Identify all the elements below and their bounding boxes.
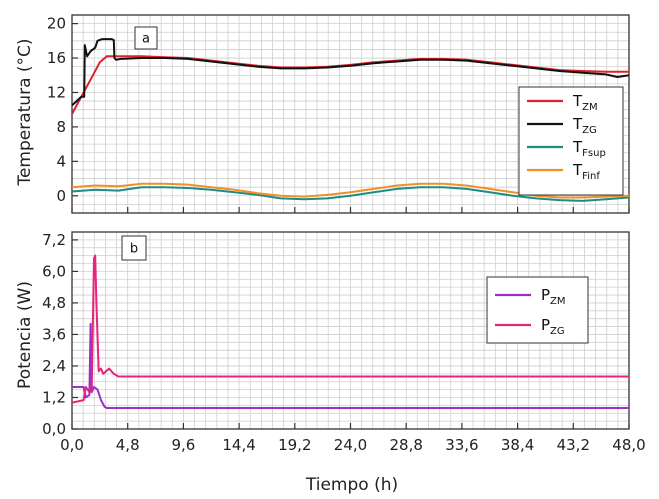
x-tick-label: 48,0	[612, 436, 645, 454]
x-tick-label: 24,0	[334, 436, 367, 454]
y-tick-label: 7,2	[42, 231, 66, 249]
y-tick-label: 2,4	[42, 357, 66, 375]
series-line-t-zg	[71, 38, 630, 107]
y-tick-label: 12	[47, 83, 66, 101]
y-tick-label: 1,2	[42, 388, 66, 406]
x-tick-label: 4,8	[116, 436, 140, 454]
panel-label-box	[121, 235, 147, 261]
x-tick-label: 43,2	[557, 436, 590, 454]
legend-box	[518, 86, 624, 196]
x-tick-label: 38,4	[501, 436, 534, 454]
y-tick-label: 3,6	[42, 325, 66, 343]
panel-label-box	[134, 26, 158, 50]
series-line-p-zg	[71, 254, 629, 404]
y-tick-label: 16	[47, 49, 66, 67]
series-line-t-fsup	[71, 186, 630, 202]
x-tick-label: 19,2	[278, 436, 311, 454]
panel-label: a	[142, 32, 150, 47]
y-tick-label: 0,0	[42, 420, 66, 438]
panel-label: b	[130, 242, 138, 257]
y-tick-label: 4,8	[42, 294, 66, 312]
x-tick-label: 14,4	[222, 436, 255, 454]
x-axis-label-time: Tiempo (h)	[305, 475, 398, 495]
legend-box	[486, 276, 589, 344]
y-tick-label: 20	[47, 15, 66, 33]
y-tick-label: 4	[56, 152, 66, 170]
y-tick-label: 0	[56, 187, 66, 205]
series-line-p-zm	[72, 322, 629, 409]
x-tick-label: 28,8	[389, 436, 422, 454]
panel-b-power: 0,0 1,2 2,4 3,6 4,8 6,0 7,2 0,0 4,8 9,6 14,4 19,2 24…	[42, 231, 646, 454]
x-tick-label: 33,6	[445, 436, 478, 454]
x-ticks	[71, 207, 630, 213]
grid	[71, 231, 630, 430]
y-tick-label: 6,0	[42, 262, 66, 280]
y-axis-label-temperature: Temperatura (°C)	[15, 38, 35, 186]
y-tick-label: 8	[56, 118, 66, 136]
x-tick-label: 9,6	[171, 436, 195, 454]
y-ticks: 0 4 8 12 16 20	[47, 15, 78, 205]
y-axis-label-power: Potencia (W)	[15, 281, 35, 389]
x-ticks: 0,0 4,8 9,6 14,4 19,2 24,0 28,8 33,6 38,4 43,2 48,…	[60, 423, 646, 454]
x-tick-label: 0,0	[60, 436, 84, 454]
series-line-t-finf	[71, 182, 630, 199]
y-ticks: 0,0 1,2 2,4 3,6 4,8 6,0 7,2	[42, 231, 78, 438]
